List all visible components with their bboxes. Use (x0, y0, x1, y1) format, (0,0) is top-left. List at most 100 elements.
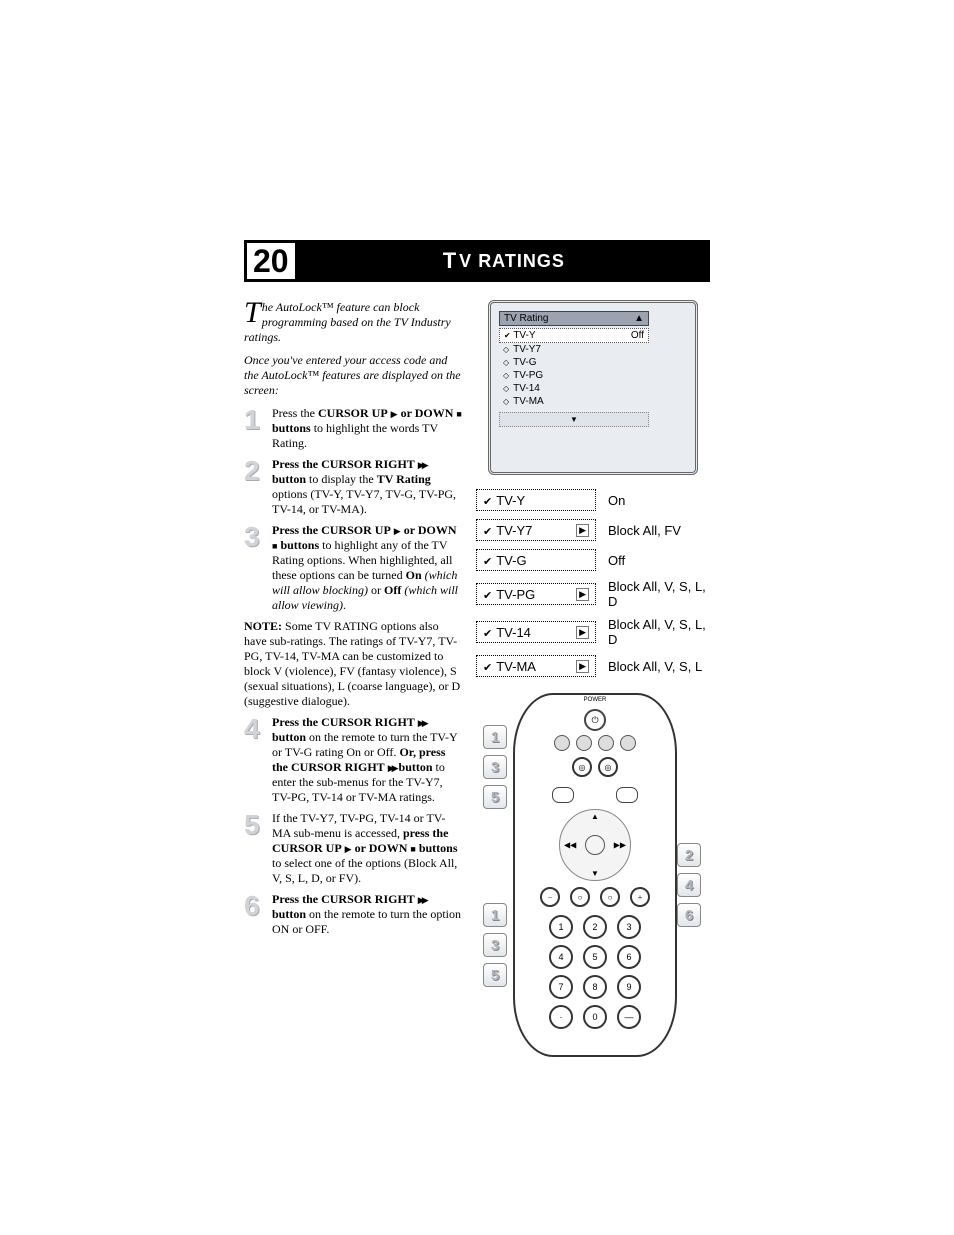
right-arrow-icon: ▶ (576, 660, 589, 673)
down-arrow-icon: ▼ (570, 415, 578, 424)
numpad-button[interactable]: 9 (617, 975, 641, 999)
menu-item-label: TV-Y (513, 330, 535, 341)
title-rest: RATINGS (478, 251, 565, 272)
callout-bubble: 5 (483, 963, 507, 987)
dropcap: T (244, 300, 261, 326)
rating-options: On (608, 493, 710, 508)
menu-item[interactable]: TV-G (499, 356, 649, 369)
vol-up-button[interactable]: + (630, 887, 650, 907)
rating-row: TV-14 ▶ Block All, V, S, L, D (476, 617, 710, 647)
note-paragraph: NOTE: Some TV RATING options also have s… (244, 619, 462, 709)
page-number: 20 (244, 240, 298, 282)
numpad-button[interactable]: 3 (617, 915, 641, 939)
vol-down-button[interactable]: − (540, 887, 560, 907)
ok-button[interactable] (585, 835, 605, 855)
step-1: 1 Press the CURSOR UP or DOWN buttons to… (244, 406, 462, 451)
rating-options: Block All, V, S, L, D (608, 617, 710, 647)
menu-header: TV Rating ▲ (499, 311, 649, 326)
menu-item[interactable]: TV-MA (499, 395, 649, 408)
numpad-button[interactable]: 7 (549, 975, 573, 999)
menu-item-selected[interactable]: TV-Y Off (499, 328, 649, 343)
aux-button[interactable]: ◎ (572, 757, 592, 777)
numpad-button[interactable]: 8 (583, 975, 607, 999)
menu-button[interactable] (552, 787, 574, 803)
rating-label: TV-Y7 (496, 523, 532, 538)
right-arrow-icon: ▶▶ (614, 841, 626, 850)
menu-title-text: TV Rating (504, 313, 548, 324)
diamond-icon (503, 357, 509, 368)
rating-box[interactable]: TV-MA ▶ (476, 655, 596, 677)
step-number: 1 (244, 406, 268, 451)
mode-button[interactable] (620, 735, 636, 751)
check-icon (483, 523, 492, 538)
illustration-column: TV Rating ▲ TV-Y Off TV-Y7TV-GTV-PGTV-14… (476, 300, 710, 1057)
tv-screen: TV Rating ▲ TV-Y Off TV-Y7TV-GTV-PGTV-14… (488, 300, 698, 475)
check-icon (483, 553, 492, 568)
rating-box[interactable]: TV-G (476, 549, 596, 571)
aux-button[interactable]: ◎ (598, 757, 618, 777)
menu-item[interactable]: TV-Y7 (499, 343, 649, 356)
step-body: Press the CURSOR RIGHT button on the rem… (272, 715, 462, 805)
rating-box[interactable]: TV-Y7 ▶ (476, 519, 596, 541)
rating-row: TV-MA ▶ Block All, V, S, L (476, 655, 710, 677)
ch-button[interactable]: ○ (600, 887, 620, 907)
numpad-button[interactable]: — (617, 1005, 641, 1029)
numpad-button[interactable]: 2 (583, 915, 607, 939)
numpad-button[interactable]: 0 (583, 1005, 607, 1029)
numpad-button[interactable]: 1 (549, 915, 573, 939)
manual-page: 20 T V RATINGS T he AutoLock™ feature ca… (0, 0, 954, 1117)
mode-button[interactable] (598, 735, 614, 751)
step-body: Press the CURSOR UP or DOWN buttons to h… (272, 406, 462, 451)
nav-pad[interactable]: ▲ ▼ ◀◀ ▶▶ (559, 809, 631, 881)
callout-bubble: 3 (483, 755, 507, 779)
mode-button[interactable] (576, 735, 592, 751)
left-arrow-icon: ◀◀ (564, 841, 576, 850)
ch-button[interactable]: ○ (570, 887, 590, 907)
callout-bubble: 2 (677, 843, 701, 867)
step-number: 6 (244, 892, 268, 937)
tv-menu: TV Rating ▲ TV-Y Off TV-Y7TV-GTV-PGTV-14… (499, 311, 649, 427)
menu-button[interactable] (616, 787, 638, 803)
numpad-button[interactable]: 4 (549, 945, 573, 969)
diamond-icon (503, 383, 509, 394)
vol-ch-row: − ○ ○ + (515, 887, 675, 907)
rating-box[interactable]: TV-14 ▶ (476, 621, 596, 643)
menu-item[interactable]: TV-14 (499, 382, 649, 395)
rating-box[interactable]: TV-PG ▶ (476, 583, 596, 605)
check-icon (483, 493, 492, 508)
step-4: 4 Press the CURSOR RIGHT button on the r… (244, 715, 462, 805)
section-header: 20 T V RATINGS (244, 240, 710, 282)
step-number: 2 (244, 457, 268, 517)
rating-row: TV-Y7 ▶ Block All, FV (476, 519, 710, 541)
numpad-button[interactable]: · (549, 1005, 573, 1029)
power-label: POWER (584, 697, 607, 703)
check-icon (483, 587, 492, 602)
intro-paragraph-2: Once you've entered your access code and… (244, 353, 462, 398)
rating-box[interactable]: TV-Y (476, 489, 596, 511)
right-arrow-icon: ▶ (576, 524, 589, 537)
note-label: NOTE: (244, 619, 282, 633)
menu-item-value: Off (631, 330, 644, 341)
menu-item[interactable]: TV-PG (499, 369, 649, 382)
step-3: 3 Press the CURSOR UP or DOWN buttons to… (244, 523, 462, 613)
menu-item-label: TV-MA (513, 396, 544, 407)
step-6: 6 Press the CURSOR RIGHT button on the r… (244, 892, 462, 937)
step-body: Press the CURSOR UP or DOWN buttons to h… (272, 523, 462, 613)
down-arrow-icon: ▼ (591, 869, 599, 878)
rating-label: TV-PG (496, 587, 535, 602)
rating-label: TV-G (496, 553, 526, 568)
numpad-button[interactable]: 6 (617, 945, 641, 969)
menu-item-label: TV-G (513, 357, 536, 368)
mode-button[interactable] (554, 735, 570, 751)
diamond-icon (503, 370, 509, 381)
numpad-button[interactable]: 5 (583, 945, 607, 969)
step-number: 5 (244, 811, 268, 886)
callout-bubble: 5 (483, 785, 507, 809)
rating-row: TV-G Off (476, 549, 710, 571)
title-middle: V (459, 251, 472, 272)
rating-options: Block All, FV (608, 523, 710, 538)
menu-row (515, 787, 675, 803)
callout-bubble: 6 (677, 903, 701, 927)
check-icon (483, 659, 492, 674)
power-button[interactable]: ⏻ (584, 709, 606, 731)
